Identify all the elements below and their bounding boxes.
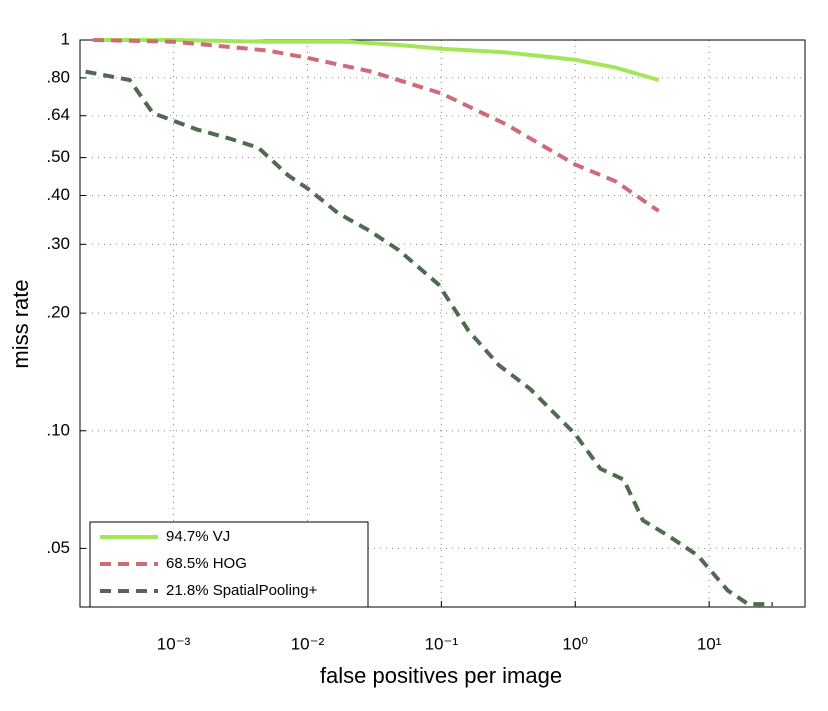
y-tick-label: 1 bbox=[61, 29, 70, 48]
legend-label: 21.8% SpatialPooling+ bbox=[166, 582, 318, 599]
y-tick-label: .64 bbox=[46, 105, 70, 124]
legend-label: 94.7% VJ bbox=[166, 528, 230, 545]
x-axis-label: false positives per image bbox=[320, 663, 562, 688]
y-tick-label: .30 bbox=[46, 234, 70, 253]
series-line bbox=[85, 69, 774, 607]
plot-frame bbox=[79, 39, 806, 608]
series-line bbox=[92, 38, 660, 213]
x-tick-label: 10⁰ bbox=[562, 634, 588, 653]
legend-label: 68.5% HOG bbox=[166, 555, 247, 572]
y-tick-label: .50 bbox=[46, 147, 70, 166]
x-tick-label: 10⁻³ bbox=[157, 634, 191, 653]
y-tick-label: .80 bbox=[46, 67, 70, 86]
series-line bbox=[92, 38, 660, 82]
x-tick-label: 10⁻² bbox=[291, 634, 325, 653]
y-axis-label: miss rate bbox=[8, 279, 33, 368]
y-tick-label: .05 bbox=[46, 538, 70, 557]
x-tick-label: 10¹ bbox=[697, 634, 722, 653]
y-tick-label: .10 bbox=[46, 420, 70, 439]
x-tick-label: 10⁻¹ bbox=[425, 634, 459, 653]
y-tick-label: .40 bbox=[46, 185, 70, 204]
y-tick-label: .20 bbox=[46, 303, 70, 322]
